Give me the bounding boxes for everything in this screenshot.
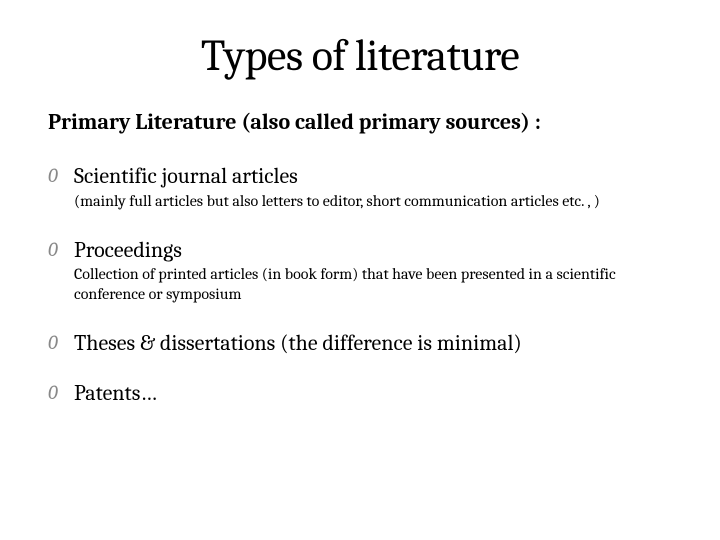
slide-title: Types of literature — [48, 30, 672, 81]
section-heading: Primary Literature (also called primary … — [48, 109, 672, 135]
slide: Types of literature Primary Literature (… — [0, 0, 720, 540]
list-item: 0 Scientific journal articles (mainly fu… — [48, 163, 672, 211]
bullet-icon: 0 — [48, 330, 58, 355]
item-heading: Scientific journal articles — [74, 163, 672, 191]
bullet-icon: 0 — [48, 380, 58, 405]
item-subtext: Collection of printed articles (in book … — [74, 264, 672, 304]
bullet-icon: 0 — [48, 237, 58, 262]
list-item: 0 Patents… — [48, 380, 672, 408]
item-subtext: (mainly full articles but also letters t… — [74, 191, 672, 211]
list-item: 0 Proceedings Collection of printed arti… — [48, 237, 672, 305]
list-item: 0 Theses & dissertations (the difference… — [48, 330, 672, 358]
item-heading: Proceedings — [74, 237, 672, 265]
item-heading: Patents… — [74, 380, 672, 408]
item-heading: Theses & dissertations (the difference i… — [74, 330, 672, 358]
bullet-icon: 0 — [48, 163, 58, 188]
